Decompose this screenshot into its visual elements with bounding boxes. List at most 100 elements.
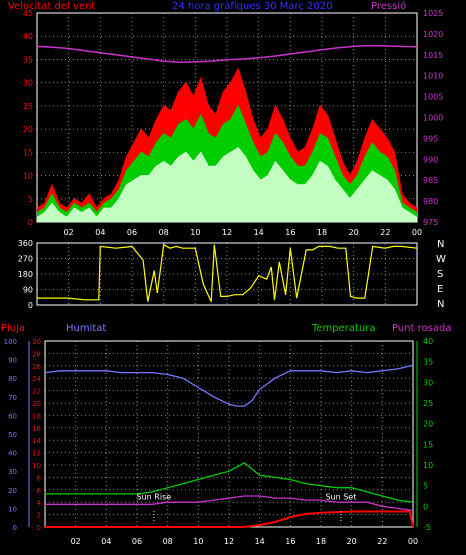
humidity-tick-label: 60 <box>8 412 17 420</box>
direction-tick-label: 90 <box>23 286 33 295</box>
temperature-y-ticks: -5 0 5 10 15 20 25 30 35 40 <box>416 337 433 532</box>
humidity-tick-label: 50 <box>8 431 17 439</box>
humidity-tick-label: 20 <box>8 487 17 495</box>
rain-tick-label: 0 <box>37 524 41 532</box>
temperature-tick-label: 0 <box>423 502 428 511</box>
wind-speed-tick-label: 40 <box>23 32 33 41</box>
pressure-tick-label: 1005 <box>423 93 443 102</box>
temperature-tick-label: 15 <box>423 440 433 449</box>
dewpoint-title: Punt rosada <box>392 323 451 334</box>
wind-speed-tick-label: 45 <box>23 9 33 18</box>
rain-tick-label: 10 <box>32 462 41 470</box>
wind-x-tick-label: 18 <box>317 228 327 237</box>
rain-tick-label: 16 <box>32 425 41 433</box>
pressure-tick-label: 1020 <box>423 30 443 39</box>
rain-tick-label: 24 <box>32 375 41 383</box>
temperature-series <box>44 364 414 528</box>
dir-letter-w: W <box>436 254 446 265</box>
rain-tick-label: 14 <box>32 437 41 445</box>
humidity-tick-label: 70 <box>8 394 17 402</box>
temperature-x-tick-label: 18 <box>316 537 326 546</box>
wind-x-tick-label: 02 <box>64 228 74 237</box>
temperature-x-tick-label: 06 <box>132 537 142 546</box>
wind-x-tick-label: 12 <box>222 228 232 237</box>
direction-tick-label: 360 <box>18 239 33 248</box>
rain-tick-label: 28 <box>32 350 41 358</box>
direction-tick-label: 0 <box>28 301 33 310</box>
pressure-tick-label: 1015 <box>423 51 443 60</box>
wind-speed-tick-label: 0 <box>28 218 33 227</box>
temperature-x-tick-label: 02 <box>71 537 81 546</box>
dewpoint-line <box>45 495 414 512</box>
dir-letter-e: E <box>437 284 443 295</box>
wind-direction-series <box>37 243 418 302</box>
humidity-tick-label: 0 <box>13 524 17 532</box>
temperature-tick-label: -5 <box>423 523 431 532</box>
temperature-title: Temperatura <box>311 323 376 334</box>
wind-direction-y-ticks: 0 90 180 270 360 <box>18 239 33 310</box>
wind-speed-tick-label: 25 <box>23 102 33 111</box>
wind-x-tick-label: 10 <box>190 228 200 237</box>
temperature-tick-label: 40 <box>423 337 433 346</box>
wind-x-tick-label: 14 <box>254 228 264 237</box>
rain-tick-label: 8 <box>37 474 41 482</box>
humidity-tick-label: 30 <box>8 468 17 476</box>
wind-speed-title: Velocitat del vent <box>8 1 95 12</box>
pressure-tick-label: 990 <box>423 155 438 164</box>
wind-x-tick-label: 04 <box>95 228 105 237</box>
temperature-x-tick-label: 20 <box>347 537 357 546</box>
temperature-x-tick-label: 16 <box>285 537 295 546</box>
humidity-tick-label: 90 <box>8 357 17 365</box>
rain-tick-label: 26 <box>32 363 41 371</box>
temperature-x-ticks: 02 04 06 08 10 12 14 16 18 20 22 00 <box>71 537 419 546</box>
humidity-tick-label: 40 <box>8 450 17 458</box>
temperature-x-tick-label: 00 <box>408 537 418 546</box>
direction-tick-label: 180 <box>18 270 33 279</box>
gust-area-edge <box>36 67 418 210</box>
temperature-x-tick-label: 10 <box>193 537 203 546</box>
sun-rise-marker-label: Sun Rise <box>137 493 172 502</box>
temperature-x-tick-label: 12 <box>224 537 234 546</box>
wind-speed-tick-label: 35 <box>23 55 33 64</box>
wind-x-tick-label: 22 <box>380 228 390 237</box>
temperature-tick-label: 20 <box>423 420 433 429</box>
sun-set-marker-label: Sun Set <box>325 493 356 502</box>
dir-letter-n-bottom: N <box>437 299 444 310</box>
dir-letter-n-top: N <box>437 239 444 250</box>
pressure-tick-label: 980 <box>423 197 438 206</box>
rain-line <box>45 510 414 528</box>
humidity-tick-label: 10 <box>8 505 17 513</box>
rain-tick-label: 12 <box>32 450 41 458</box>
direction-letters: N W S E N <box>436 239 446 310</box>
avg-wind-area <box>37 147 417 222</box>
temperature-tick-label: 30 <box>423 378 433 387</box>
wind-speed-tick-label: 30 <box>23 79 33 88</box>
rain-tick-label: 4 <box>37 499 42 507</box>
wind-x-tick-label: 00 <box>412 228 422 237</box>
pressure-tick-label: 1010 <box>423 72 443 81</box>
wind-x-tick-label: 06 <box>127 228 137 237</box>
wind-speed-tick-label: 5 <box>28 195 33 204</box>
wind-x-tick-label: 16 <box>285 228 295 237</box>
temperature-tick-label: 10 <box>423 461 433 470</box>
temperature-x-tick-label: 22 <box>377 537 387 546</box>
temperature-tick-label: 35 <box>423 358 433 367</box>
wind-direction-panel: 0 90 180 270 360 N W S E N <box>18 239 446 310</box>
temperature-tick-label: 5 <box>423 482 428 491</box>
pressure-y-ticks: 975 980 985 990 995 1000 1005 1010 1015 1020 1025 <box>423 9 443 227</box>
max-wind-area-edge <box>36 104 418 214</box>
pressure-tick-label: 985 <box>423 176 438 185</box>
rain-tick-label: 20 <box>32 400 41 408</box>
sun-events: Sun Rise Sun Set <box>137 493 356 524</box>
rain-tick-label: 2 <box>37 512 41 520</box>
humidity-tick-label: 100 <box>4 338 17 346</box>
pressure-tick-label: 975 <box>423 218 438 227</box>
dir-letter-s: S <box>437 269 443 280</box>
wind-speed-tick-label: 10 <box>23 172 33 181</box>
wind-direction-grid <box>37 243 417 305</box>
direction-tick-label: 270 <box>18 255 33 264</box>
pressure-title: Pressió <box>371 0 406 12</box>
